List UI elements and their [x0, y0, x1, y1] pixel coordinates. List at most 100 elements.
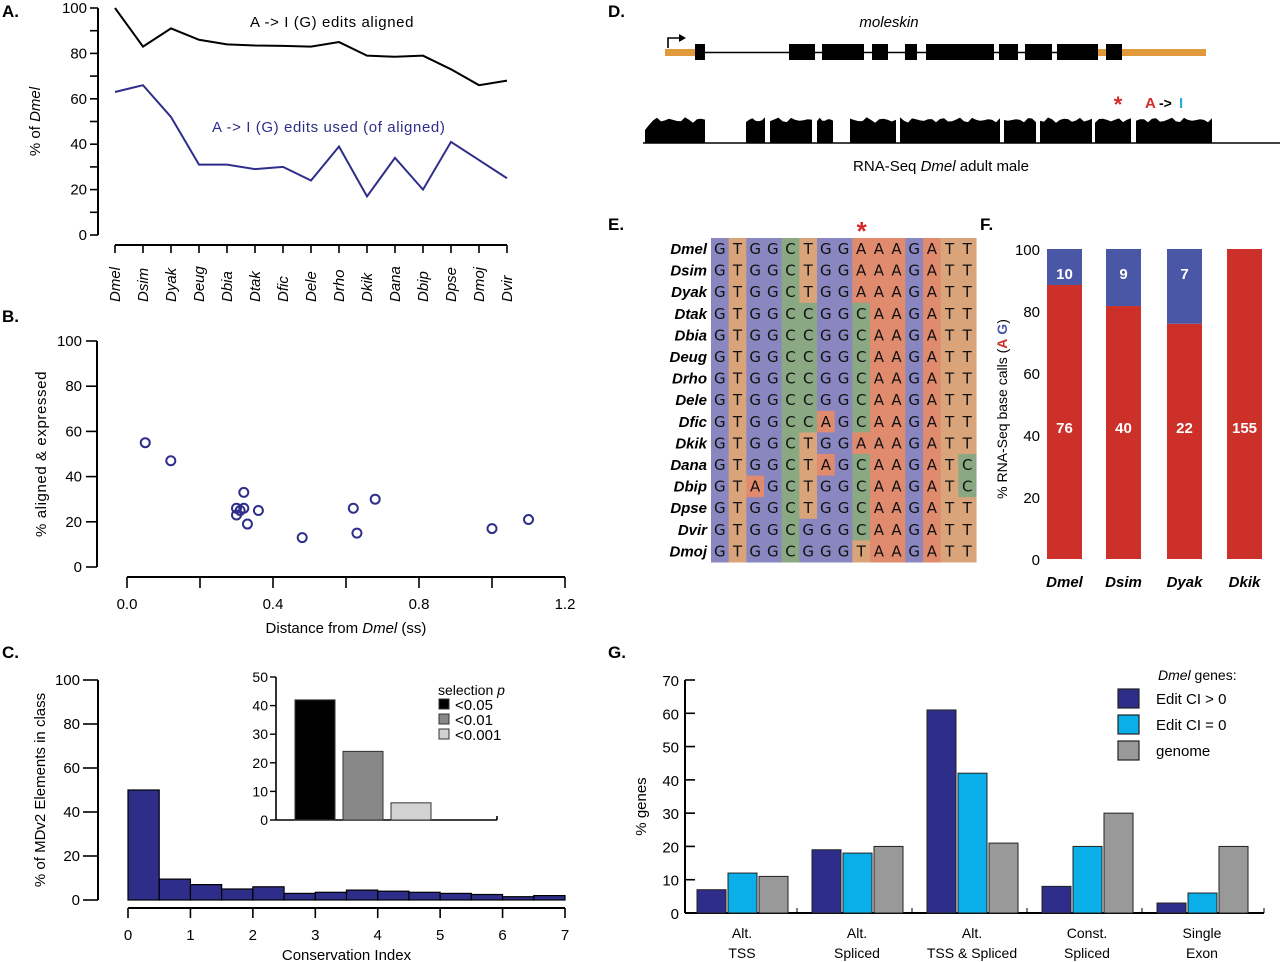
alignment-cell-bg [958, 518, 977, 541]
alignment-base: G [714, 434, 726, 452]
alignment-cell-bg [799, 410, 818, 433]
coverage-block [770, 117, 812, 143]
alignment-base: C [803, 391, 813, 409]
alignment-cell-bg [746, 475, 765, 498]
alignment-cell-bg [870, 367, 889, 390]
alignment-species-label: Dvir [678, 522, 708, 539]
alignment-base: A [874, 348, 885, 366]
panel-f-stacked-bar-chart: 0 20 40 60 80 100 % RNA-Seq base calls (A G) 76… [994, 242, 1262, 591]
alignment-cell-bg [764, 281, 783, 304]
alignment-cell-bg [923, 518, 942, 541]
alignment-cell-bg [958, 454, 977, 477]
alignment-cell-bg [728, 389, 747, 412]
x-tick-label: 0 [124, 927, 132, 944]
exon-block [905, 44, 917, 60]
alignment-base: G [820, 478, 832, 496]
alignment-cell-bg [887, 410, 906, 433]
alignment-base: G [838, 348, 850, 366]
alignment-species-label: Dsim [670, 263, 707, 280]
x-tick-label: Dana [387, 266, 404, 302]
alignment-cell-bg [870, 540, 889, 563]
x-tick-label: 2 [249, 927, 257, 944]
scatter-point [347, 502, 359, 514]
y-tick-label: 20 [1023, 490, 1040, 507]
alignment-base: G [714, 348, 726, 366]
alignment-cell-bg [728, 346, 747, 369]
alignment-cell-bg [781, 518, 800, 541]
inset-legend-swatch [438, 698, 450, 710]
alignment-base: T [732, 391, 743, 409]
alignment-base: A [927, 521, 938, 539]
edit-label-i: I [1179, 95, 1183, 112]
alignment-base: A [927, 391, 938, 409]
panel-label-f: F. [980, 215, 993, 234]
alignment-cell-bg [870, 238, 889, 261]
inset-legend-label: <0.05 [455, 697, 493, 714]
alignment-cell-bg [887, 367, 906, 390]
alignment-base: G [749, 521, 761, 539]
stacked-bar-a [1047, 284, 1082, 559]
alignment-cell-bg [817, 389, 836, 412]
inset-legend-swatch [438, 713, 450, 725]
alignment-base: A [891, 542, 902, 560]
grouped-bar-0 [926, 709, 957, 914]
inset-legend-label: <0.01 [455, 712, 493, 729]
alignment-cell-bg [799, 497, 818, 520]
alignment-base: G [714, 413, 726, 431]
y-tick-label: 0 [72, 892, 80, 909]
alignment-cell-bg [764, 346, 783, 369]
inset-y-tick-label: 0 [260, 812, 268, 828]
alignment-cell-bg [781, 281, 800, 304]
alignment-base: T [944, 240, 955, 258]
alignment-base: G [714, 391, 726, 409]
panel-label-g: G. [608, 643, 626, 662]
y-tick-label: 40 [63, 804, 80, 821]
alignment-cell-bg [940, 475, 959, 498]
alignment-cell-bg [764, 518, 783, 541]
alignment-base: G [749, 240, 761, 258]
alignment-cell-bg [905, 540, 924, 563]
alignment-cell-bg [958, 540, 977, 563]
alignment-base: G [714, 478, 726, 496]
alignment-cell-bg [834, 475, 853, 498]
alignment-cell-bg [728, 324, 747, 347]
y-tick-label: 0 [79, 227, 87, 244]
alignment-cell-bg [834, 367, 853, 390]
alignment-cell-bg [887, 346, 906, 369]
exon-block [872, 44, 888, 60]
alignment-cell-bg [764, 475, 783, 498]
y-axis-title: % RNA-Seq base calls (A G) [994, 319, 1010, 499]
histogram-bar [283, 892, 316, 901]
alignment-base: G [767, 456, 779, 474]
alignment-cell-bg [728, 475, 747, 498]
alignment-cell-bg [764, 432, 783, 455]
alignment-base: G [838, 305, 850, 323]
alignment-base: G [838, 478, 850, 496]
histogram-bar [221, 888, 254, 901]
alignment-base: T [944, 283, 955, 301]
exon-block [926, 44, 994, 60]
alignment-base: C [856, 326, 866, 344]
grouped-bar-1 [1072, 845, 1103, 914]
alignment-cell-bg [923, 324, 942, 347]
y-tick-label: 80 [1023, 304, 1040, 321]
alignment-base: T [962, 542, 973, 560]
histogram-bar [314, 891, 348, 901]
grouped-bar-2 [758, 875, 789, 914]
alignment-cell-bg [887, 475, 906, 498]
alignment-base: A [891, 478, 902, 496]
alignment-base: G [749, 413, 761, 431]
alignment-base: A [927, 499, 938, 517]
y-tick-label: 40 [1023, 428, 1040, 445]
stacked-bar-a [1227, 249, 1262, 559]
alignment-cell-bg [817, 302, 836, 325]
x-tick-label: 6 [498, 927, 506, 944]
legend-label: Edit CI = 0 [1156, 717, 1226, 734]
alignment-base: C [962, 478, 972, 496]
y-tick-label: 80 [70, 45, 87, 62]
x-tick-label: Dkik [1229, 574, 1261, 591]
alignment-base: G [767, 240, 779, 258]
exon-block [1025, 44, 1052, 60]
tss-arrowhead-icon [679, 34, 686, 42]
exon-block [999, 44, 1018, 60]
